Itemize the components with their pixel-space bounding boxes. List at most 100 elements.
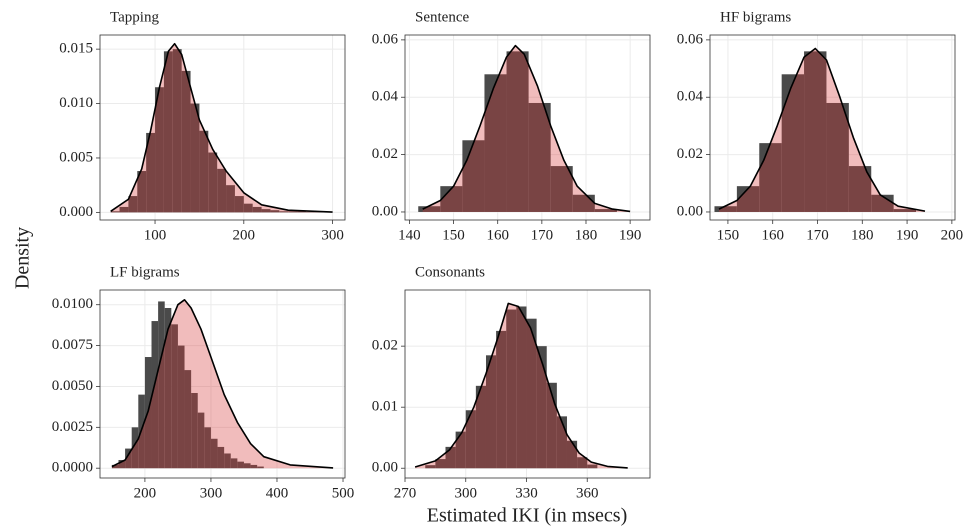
x-tick-label: 300 xyxy=(454,485,477,501)
histogram-bar xyxy=(526,318,537,469)
histogram-bar xyxy=(485,355,497,469)
histogram-bar xyxy=(177,345,185,469)
histogram-bar xyxy=(288,211,298,213)
histogram-bar xyxy=(556,416,567,469)
panel-border xyxy=(99,289,346,479)
histogram-bar xyxy=(111,464,119,469)
histogram-bar xyxy=(445,446,456,469)
y-tick-label: 0.04 xyxy=(677,89,704,105)
histogram-bar xyxy=(714,206,737,212)
histogram-bar xyxy=(210,438,218,469)
histogram-bar xyxy=(893,209,917,212)
x-tick-label: 300 xyxy=(200,485,223,501)
histogram-bar xyxy=(172,49,182,213)
density-line xyxy=(414,302,628,469)
x-tick-label: 100 xyxy=(144,227,167,243)
y-tick-label: 0.02 xyxy=(677,146,703,162)
density-line xyxy=(110,42,333,213)
y-tick-label: 0.010 xyxy=(59,95,93,111)
histogram-bar xyxy=(118,460,126,469)
histogram-bar xyxy=(550,166,573,212)
x-tick-label: 360 xyxy=(576,485,599,501)
histogram-bar xyxy=(759,143,782,212)
histogram-bar xyxy=(261,209,271,213)
histogram-bar xyxy=(237,461,244,469)
histogram-bar xyxy=(171,324,178,469)
histogram-bar xyxy=(455,431,466,469)
histogram-bar xyxy=(736,186,760,212)
histogram-bar xyxy=(164,307,172,469)
y-tick-label: 0.0000 xyxy=(52,460,93,476)
y-tick-label: 0.06 xyxy=(677,31,704,47)
x-tick-label: 200 xyxy=(134,485,157,501)
histogram-bar xyxy=(158,301,165,469)
y-axis-label: Density xyxy=(12,227,34,289)
histogram-bar xyxy=(425,465,436,469)
density-area xyxy=(415,303,628,469)
x-tick-label: 190 xyxy=(896,227,919,243)
histogram-bar xyxy=(528,102,551,212)
histogram-bar xyxy=(197,412,205,469)
x-tick-label: 300 xyxy=(321,227,344,243)
y-tick-label: 0.00 xyxy=(372,460,398,476)
y-tick-label: 0.0025 xyxy=(52,419,93,435)
density-area xyxy=(111,299,334,469)
histogram-bar xyxy=(155,87,164,213)
histogram-bar xyxy=(826,102,849,212)
x-tick-label: 140 xyxy=(398,227,421,243)
histogram-bar xyxy=(465,410,476,469)
histogram-bar xyxy=(243,463,251,469)
histogram-bar xyxy=(496,330,507,469)
histogram-bar xyxy=(297,211,306,213)
histogram-bar xyxy=(243,203,253,213)
histogram-bar xyxy=(506,309,517,469)
x-tick-label: 400 xyxy=(266,485,289,501)
histogram-bar xyxy=(184,370,192,469)
histogram-bar xyxy=(199,130,209,213)
histogram-bar xyxy=(594,209,617,212)
histogram-bar xyxy=(137,171,147,213)
histogram-bar xyxy=(110,211,120,213)
x-tick-label: 270 xyxy=(394,485,417,501)
histogram-bar xyxy=(208,152,218,213)
panel-border xyxy=(404,289,651,479)
density-area xyxy=(422,45,631,212)
x-tick-label: 200 xyxy=(941,227,964,243)
histogram-bar xyxy=(257,466,264,469)
histogram-bar xyxy=(587,464,598,469)
histogram-bar xyxy=(250,464,258,469)
x-tick-label: 150 xyxy=(442,227,465,243)
histogram-bar xyxy=(226,185,235,213)
panel-title: HF bigrams xyxy=(720,9,791,25)
histogram-bar xyxy=(252,206,262,213)
panel-border xyxy=(404,34,651,221)
x-tick-label: 200 xyxy=(233,227,256,243)
histogram-bar xyxy=(418,206,441,212)
histogram-bar xyxy=(270,210,280,213)
histogram-bar xyxy=(234,196,244,213)
y-tick-label: 0.00 xyxy=(677,203,703,219)
histogram-bar xyxy=(804,51,827,212)
histogram-bar xyxy=(125,448,132,469)
histogram-bar xyxy=(131,427,139,469)
y-tick-label: 0.01 xyxy=(372,399,398,415)
histogram-bar xyxy=(536,346,547,469)
histogram-bar xyxy=(577,457,588,469)
x-tick-label: 170 xyxy=(806,227,829,243)
histogram-bar xyxy=(230,458,238,469)
y-tick-label: 0.015 xyxy=(59,41,93,57)
x-tick-label: 160 xyxy=(761,227,784,243)
histogram-bar xyxy=(516,306,527,469)
y-tick-label: 0.02 xyxy=(372,338,398,354)
y-tick-label: 0.0100 xyxy=(52,296,93,312)
y-tick-label: 0.0075 xyxy=(52,337,93,353)
histogram-bar xyxy=(190,103,200,213)
histogram-bar xyxy=(566,440,578,469)
y-tick-label: 0.005 xyxy=(59,149,93,165)
panel-title: LF bigrams xyxy=(110,264,180,280)
y-tick-label: 0.04 xyxy=(372,89,399,105)
density-line xyxy=(422,44,631,213)
density-area xyxy=(719,48,925,212)
histogram-bar xyxy=(181,70,191,213)
histogram-bar xyxy=(781,74,805,212)
